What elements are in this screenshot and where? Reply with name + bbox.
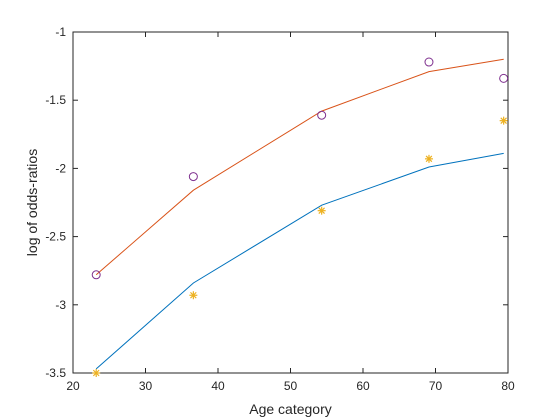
series-layer [91, 57, 509, 377]
x-axis-label: Age category [249, 401, 332, 417]
x-tick-label: 50 [284, 379, 298, 393]
data-point-asterisk [499, 116, 508, 125]
y-tick-label: -1.5 [45, 93, 66, 107]
axes-box [72, 31, 509, 374]
y-tick-label: -2 [55, 161, 66, 175]
x-tick-label: 40 [211, 379, 225, 393]
series-line-2 [95, 152, 504, 370]
x-tick-label: 70 [429, 379, 443, 393]
data-point-circle [424, 57, 434, 67]
data-point-circle [499, 73, 509, 83]
data-point-asterisk [317, 206, 326, 215]
data-point-circle [188, 172, 198, 182]
y-axis-label: log of odds-ratios [24, 149, 40, 256]
y-tick-label: -1 [55, 25, 66, 39]
data-point-circle [91, 270, 101, 280]
data-point-asterisk [92, 369, 101, 377]
data-point-asterisk [189, 291, 198, 300]
x-tick-label: 80 [501, 379, 515, 393]
data-point-asterisk [424, 154, 433, 163]
y-tick-label: -2.5 [45, 230, 66, 244]
x-axis-ticks: 20 30 40 50 60 70 80 [66, 32, 515, 393]
x-tick-label: 30 [139, 379, 153, 393]
plot-area: 20 30 40 50 60 70 80 -3.5 -3 -2.5 -2 -1.5 -1 [45, 25, 515, 393]
y-tick-label: -3.5 [45, 366, 66, 380]
x-tick-label: 20 [66, 379, 80, 393]
y-axis-ticks: -3.5 -3 -2.5 -2 -1.5 -1 [45, 25, 508, 380]
y-tick-label: -3 [55, 298, 66, 312]
x-tick-label: 60 [356, 379, 370, 393]
data-point-circle [317, 110, 327, 120]
